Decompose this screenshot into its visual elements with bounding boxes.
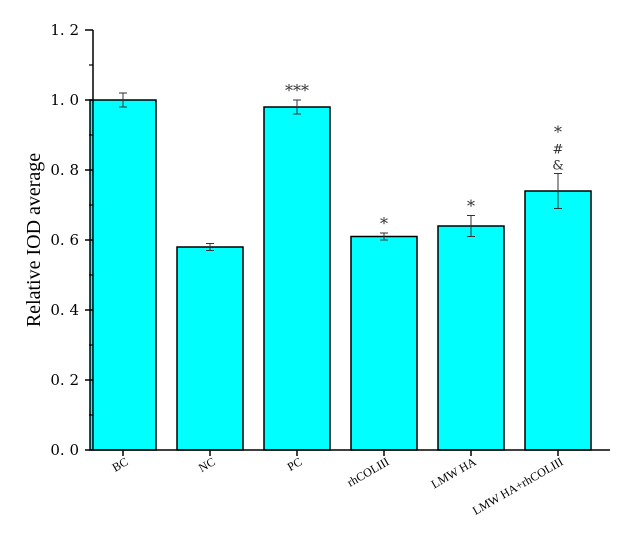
error-bar-0 [119, 92, 127, 108]
axes-group [85, 29, 610, 456]
significance-mark: *** [285, 81, 309, 100]
significance-mark: * [467, 197, 475, 216]
bars-group [89, 99, 592, 451]
x-tick-label: rhCOLIII [345, 454, 392, 489]
x-tick-label: NC [196, 454, 217, 474]
x-tick-label: LMW HA [429, 454, 479, 491]
y-tick-label: 0. 6 [50, 231, 79, 249]
significance-mark: * [380, 214, 388, 233]
error-bar-5 [554, 173, 562, 209]
significance-mark: # [553, 143, 564, 158]
bar-2 [263, 106, 331, 451]
y-tick-label: 0. 0 [50, 441, 79, 459]
x-tick-label: LMW HA+rhCOLIII [470, 454, 566, 517]
error-bar-1 [206, 243, 214, 251]
y-tick-label: 1. 0 [50, 91, 79, 109]
x-tick-label: PC [285, 454, 305, 473]
error-bar-2 [293, 99, 301, 115]
error-bars-group [119, 92, 562, 251]
bar-0 [89, 99, 157, 451]
significance-mark: * [554, 123, 562, 142]
x-tick-label: BC [110, 454, 131, 474]
error-bar-4 [467, 215, 475, 237]
bar-1 [176, 246, 244, 451]
bar-3 [350, 235, 418, 451]
y-tick-label: 1. 2 [50, 21, 79, 39]
y-axis-label: Relative IOD average [23, 153, 45, 327]
bar-4 [437, 225, 505, 451]
y-tick-label: 0. 2 [50, 371, 79, 389]
y-tick-label: 0. 4 [50, 301, 79, 319]
bar-5 [524, 190, 592, 451]
significance-mark: & [552, 159, 564, 174]
y-tick-label: 0. 8 [50, 161, 79, 179]
annotations-group: *****&#* [285, 81, 564, 233]
error-bar-3 [380, 232, 388, 241]
